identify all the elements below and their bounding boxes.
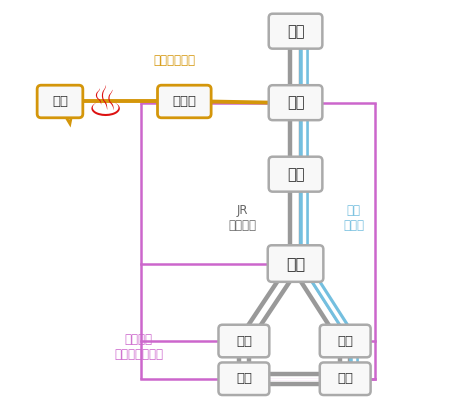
Text: 郡山: 郡山: [286, 167, 304, 182]
Text: 高湯: 高湯: [52, 95, 68, 108]
FancyBboxPatch shape: [268, 14, 322, 49]
FancyBboxPatch shape: [319, 325, 370, 357]
FancyBboxPatch shape: [37, 85, 83, 118]
FancyBboxPatch shape: [218, 325, 269, 357]
Text: 福島交通バス: 福島交通バス: [153, 54, 195, 68]
Text: 新宿: 新宿: [235, 372, 252, 385]
Text: 池袋: 池袋: [235, 334, 252, 348]
Polygon shape: [64, 114, 72, 124]
Text: 東北
新幹線: 東北 新幹線: [342, 204, 364, 232]
Text: 大宮: 大宮: [285, 256, 304, 271]
Text: 上野: 上野: [336, 334, 353, 348]
FancyBboxPatch shape: [268, 85, 322, 120]
Text: 高速バス
（昼行・夜行）: 高速バス （昼行・夜行）: [114, 333, 163, 361]
FancyBboxPatch shape: [267, 245, 323, 282]
Text: 上姥堂: 上姥堂: [172, 95, 196, 108]
Text: 福島: 福島: [286, 95, 304, 110]
FancyBboxPatch shape: [268, 157, 322, 192]
Text: 東京: 東京: [336, 372, 353, 385]
Text: JR
東北本線: JR 東北本線: [227, 204, 255, 232]
Text: ♨: ♨: [87, 82, 124, 124]
FancyBboxPatch shape: [157, 85, 211, 118]
FancyBboxPatch shape: [218, 362, 269, 395]
FancyBboxPatch shape: [319, 362, 370, 395]
Text: 仙台: 仙台: [286, 24, 304, 39]
